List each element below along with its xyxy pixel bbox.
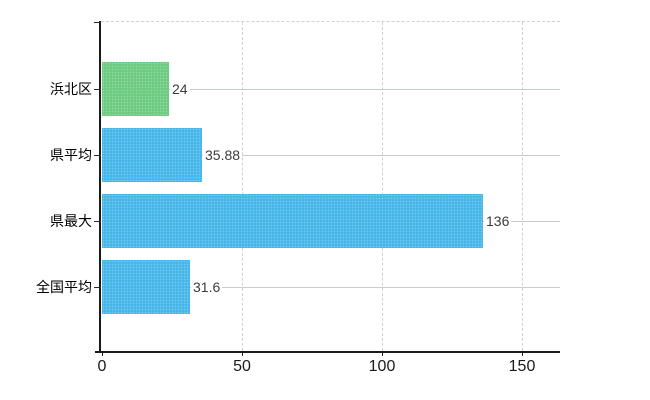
x-axis-tick-label: 100	[368, 358, 396, 375]
horizontal-gridline	[102, 287, 560, 288]
plot-top-border	[101, 21, 560, 22]
bar-value-label: 35.88	[203, 146, 243, 164]
category-label: 浜北区	[50, 81, 92, 97]
x-axis-tick	[382, 353, 383, 356]
x-axis-tick-label: 50	[233, 358, 251, 375]
y-axis-tick	[94, 155, 101, 156]
x-axis-line	[95, 351, 560, 353]
vertical-gridline	[522, 22, 523, 351]
bar-浜北区	[102, 62, 169, 116]
bar-value-label: 136	[484, 212, 512, 230]
horizontal-gridline	[102, 155, 560, 156]
bar-県最大	[102, 194, 483, 248]
x-axis-tick-label: 150	[508, 358, 536, 375]
horizontal-gridline	[102, 89, 560, 90]
bar-value-label: 31.6	[191, 278, 223, 296]
bar-全国平均	[102, 260, 190, 314]
bar-value-label: 24	[170, 80, 190, 98]
vertical-gridline	[242, 22, 243, 351]
x-axis-tick-label: 0	[97, 358, 107, 375]
y-axis-tick	[94, 22, 101, 23]
category-label: 県最大	[50, 213, 92, 229]
x-axis-tick	[242, 353, 243, 356]
category-label: 県平均	[50, 147, 92, 163]
x-axis-tick	[522, 353, 523, 356]
y-axis-line	[99, 21, 101, 353]
y-axis-tick	[94, 221, 101, 222]
bar-県平均	[102, 128, 202, 182]
y-axis-tick	[94, 89, 101, 90]
y-axis-tick	[94, 287, 101, 288]
x-axis-tick	[102, 353, 103, 356]
vertical-gridline	[382, 22, 383, 351]
category-label: 全国平均	[36, 279, 92, 295]
